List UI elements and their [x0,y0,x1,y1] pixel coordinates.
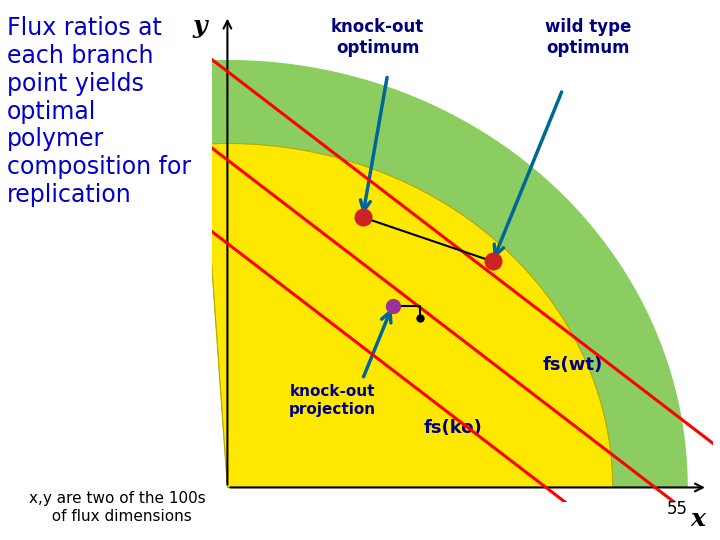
Text: y: y [193,14,207,38]
Text: fs(wt): fs(wt) [543,356,603,374]
Text: knock-out
optimum: knock-out optimum [331,18,424,57]
Text: Flux ratios at
each branch
point yields
optimal
polymer
composition for
replicat: Flux ratios at each branch point yields … [7,16,192,207]
Text: 55: 55 [667,501,688,518]
Text: x: x [690,507,705,531]
Polygon shape [203,144,613,488]
Text: wild type
optimum: wild type optimum [544,18,631,57]
Text: x,y are two of the 100s
  of flux dimensions: x,y are two of the 100s of flux dimensio… [29,491,205,524]
Text: knock-out
projection: knock-out projection [289,384,376,417]
Text: fs(ko): fs(ko) [423,420,482,437]
Polygon shape [156,60,688,488]
